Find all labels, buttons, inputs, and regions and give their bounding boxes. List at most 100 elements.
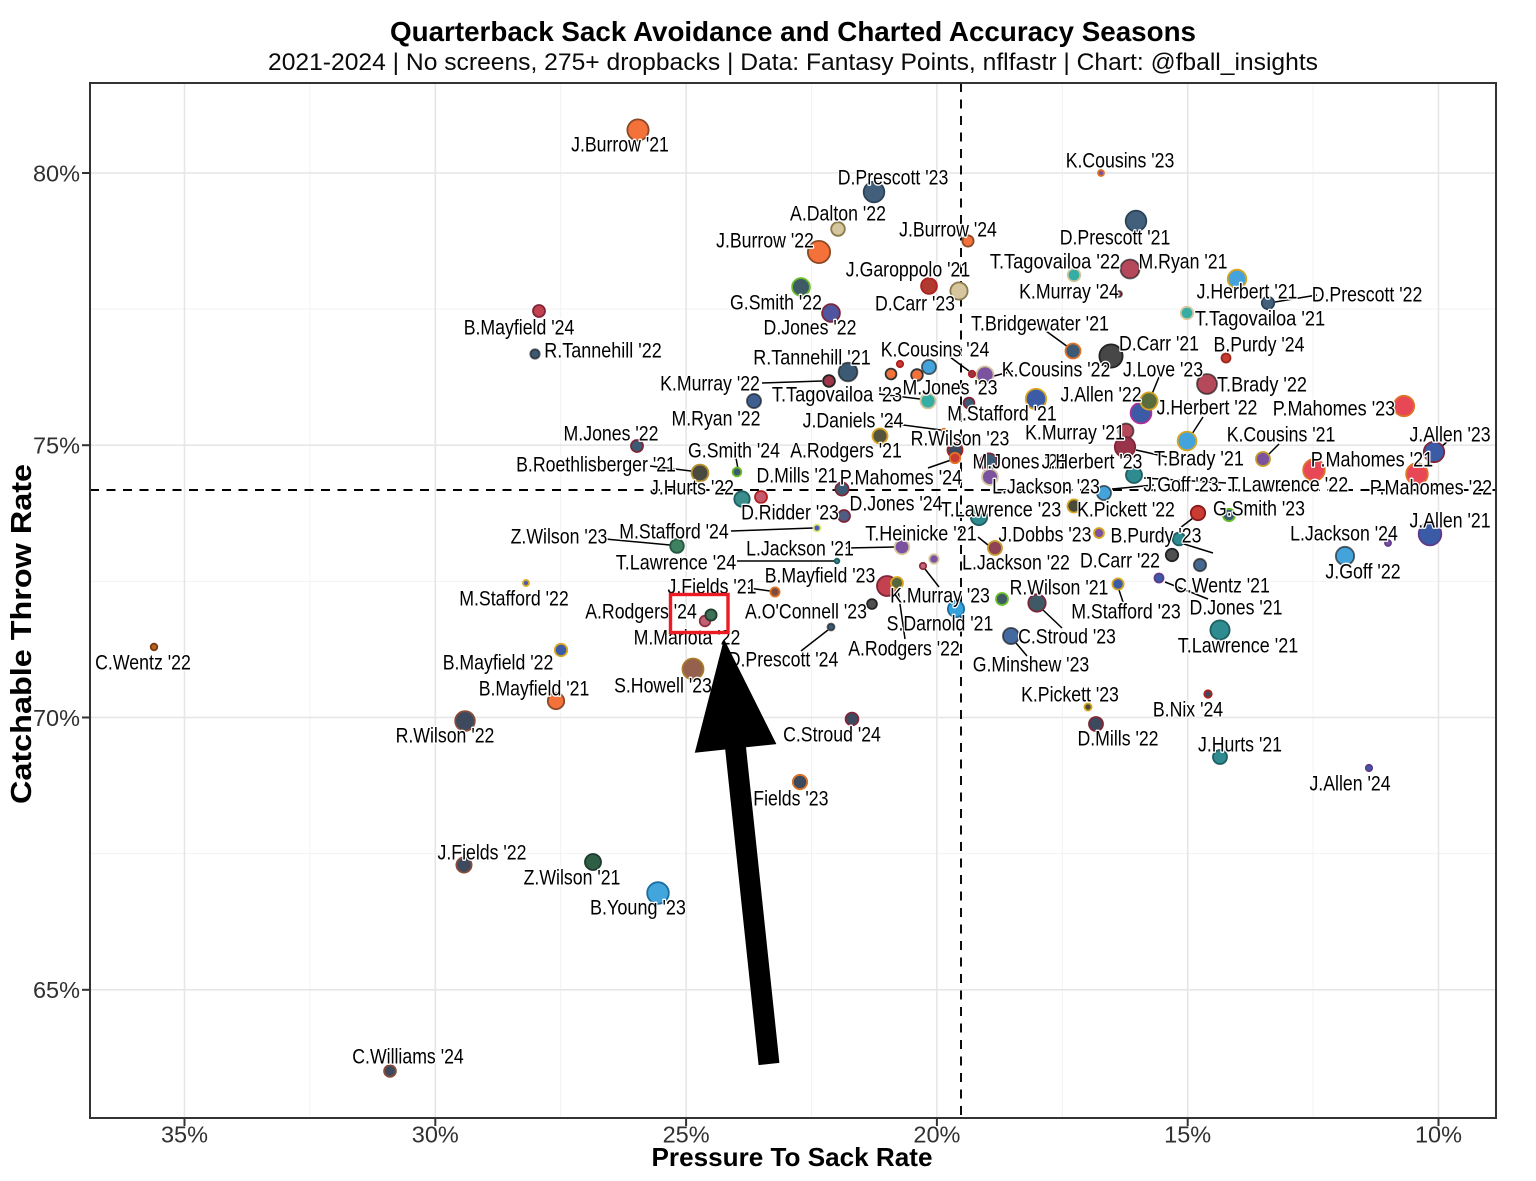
svg-text:J.Herbert '21: J.Herbert '21 — [1197, 280, 1298, 303]
svg-text:B.Purdy '24: B.Purdy '24 — [1214, 333, 1305, 356]
svg-text:J.Burrow '21: J.Burrow '21 — [571, 133, 669, 156]
svg-text:2021-2024 | No screens, 275+ d: 2021-2024 | No screens, 275+ dropbacks |… — [268, 49, 1318, 76]
svg-text:S.Darnold '21: S.Darnold '21 — [887, 612, 994, 635]
svg-text:J.Burrow '24: J.Burrow '24 — [899, 218, 997, 241]
svg-text:J.Dobbs '23: J.Dobbs '23 — [999, 523, 1092, 546]
svg-text:K.Cousins '22: K.Cousins '22 — [1002, 358, 1111, 381]
svg-text:J.Allen '24: J.Allen '24 — [1309, 772, 1390, 795]
svg-text:A.Dalton '22: A.Dalton '22 — [790, 202, 886, 225]
svg-text:T.Lawrence '23: T.Lawrence '23 — [941, 498, 1061, 521]
svg-text:M.Stafford '22: M.Stafford '22 — [459, 587, 569, 610]
svg-text:T.Tagovailoa '21: T.Tagovailoa '21 — [1195, 307, 1325, 330]
svg-text:15%: 15% — [1164, 1122, 1211, 1148]
svg-text:J.Love '23: J.Love '23 — [1123, 358, 1203, 381]
svg-text:Pressure To Sack Rate: Pressure To Sack Rate — [652, 1142, 933, 1172]
svg-text:10%: 10% — [1415, 1122, 1462, 1148]
svg-text:30%: 30% — [412, 1122, 459, 1148]
svg-text:J.Burrow '22: J.Burrow '22 — [716, 229, 814, 252]
svg-text:G.Minshew '23: G.Minshew '23 — [973, 653, 1090, 676]
svg-text:T.Lawrence '24: T.Lawrence '24 — [616, 551, 737, 574]
svg-text:B.Purdy '23: B.Purdy '23 — [1111, 524, 1202, 547]
svg-text:G.Smith '24: G.Smith '24 — [688, 439, 780, 462]
svg-text:C.Williams '24: C.Williams '24 — [352, 1045, 464, 1068]
svg-text:T.Tagovailoa '22: T.Tagovailoa '22 — [990, 250, 1120, 273]
svg-text:65%: 65% — [33, 977, 80, 1003]
svg-text:C.Wentz '21: C.Wentz '21 — [1174, 574, 1270, 597]
svg-text:L.Jackson '23: L.Jackson '23 — [992, 475, 1100, 498]
svg-text:K.Cousins '24: K.Cousins '24 — [881, 338, 990, 361]
svg-text:M.Jones '23: M.Jones '23 — [903, 376, 998, 399]
svg-text:K.Murray '22: K.Murray '22 — [660, 372, 760, 395]
svg-text:P.Mahomes '21: P.Mahomes '21 — [1311, 448, 1433, 471]
svg-text:A.O'Connell '23: A.O'Connell '23 — [745, 600, 867, 623]
svg-text:K.Cousins '21: K.Cousins '21 — [1227, 423, 1336, 446]
svg-text:G.Smith '23: G.Smith '23 — [1213, 497, 1305, 520]
svg-text:D.Carr '23: D.Carr '23 — [875, 292, 955, 315]
svg-text:D.Carr '21: D.Carr '21 — [1119, 332, 1199, 355]
svg-text:J.Goff '23: J.Goff '23 — [1143, 473, 1218, 496]
svg-text:J.Fields '22: J.Fields '22 — [438, 841, 527, 864]
svg-text:J.Allen '21: J.Allen '21 — [1409, 509, 1490, 532]
svg-text:C.Wentz '22: C.Wentz '22 — [95, 651, 191, 674]
svg-text:P.Mahomes '22: P.Mahomes '22 — [1370, 476, 1492, 499]
svg-text:M.Jones '22: M.Jones '22 — [564, 422, 659, 445]
svg-text:B.Mayfield '21: B.Mayfield '21 — [479, 677, 590, 700]
svg-text:C.Stroud '24: C.Stroud '24 — [783, 723, 881, 746]
svg-text:D.Carr '22: D.Carr '22 — [1080, 549, 1160, 572]
svg-text:K.Murray '23: K.Murray '23 — [890, 584, 990, 607]
svg-text:Z.Wilson '21: Z.Wilson '21 — [524, 866, 621, 889]
svg-text:K.Murray '24: K.Murray '24 — [1019, 280, 1119, 303]
svg-text:Quarterback Sack Avoidance and: Quarterback Sack Avoidance and Charted A… — [390, 16, 1196, 47]
svg-text:J.Herbert '23: J.Herbert '23 — [1042, 450, 1143, 473]
svg-text:B.Nix '24: B.Nix '24 — [1153, 698, 1224, 721]
svg-text:J.Herbert '22: J.Herbert '22 — [1157, 396, 1258, 419]
svg-text:K.Pickett '23: K.Pickett '23 — [1021, 683, 1119, 706]
svg-text:B.Roethlisberger '21: B.Roethlisberger '21 — [516, 453, 676, 476]
svg-text:T.Heinicke '21: T.Heinicke '21 — [865, 522, 977, 545]
svg-text:D.Prescott '24: D.Prescott '24 — [728, 648, 839, 671]
svg-text:20%: 20% — [913, 1122, 960, 1148]
svg-text:L.Jackson '22: L.Jackson '22 — [962, 551, 1070, 574]
svg-text:T.Lawrence '21: T.Lawrence '21 — [1178, 634, 1298, 657]
svg-text:T.Bridgewater '21: T.Bridgewater '21 — [971, 312, 1109, 335]
svg-text:D.Prescott '21: D.Prescott '21 — [1060, 226, 1171, 249]
svg-text:70%: 70% — [33, 705, 80, 731]
svg-text:D.Jones '22: D.Jones '22 — [764, 316, 857, 339]
svg-text:D.Prescott '22: D.Prescott '22 — [1312, 283, 1423, 306]
svg-text:D.Ridder '23: D.Ridder '23 — [741, 501, 839, 524]
svg-text:R.Wilson '23: R.Wilson '23 — [911, 427, 1010, 450]
svg-text:D.Jones '24: D.Jones '24 — [850, 492, 943, 515]
svg-text:A.Rodgers '24: A.Rodgers '24 — [585, 600, 697, 623]
svg-text:A.Rodgers '22: A.Rodgers '22 — [848, 637, 960, 660]
svg-text:M.Jones '21: M.Jones '21 — [973, 450, 1068, 473]
svg-text:J.Allen '23: J.Allen '23 — [1409, 423, 1490, 446]
svg-text:J.Hurts '22: J.Hurts '22 — [650, 476, 734, 499]
svg-text:M.Ryan '21: M.Ryan '21 — [1139, 250, 1228, 273]
svg-text:T.Tagovailoa '23: T.Tagovailoa '23 — [772, 383, 902, 406]
svg-text:K.Cousins '23: K.Cousins '23 — [1066, 149, 1175, 172]
svg-text:G.Smith '22: G.Smith '22 — [730, 291, 822, 314]
svg-text:B.Mayfield '23: B.Mayfield '23 — [765, 564, 876, 587]
svg-text:B.Mayfield '24: B.Mayfield '24 — [464, 316, 575, 339]
svg-text:35%: 35% — [161, 1122, 208, 1148]
svg-text:Z.Wilson '23: Z.Wilson '23 — [511, 525, 608, 548]
svg-text:Catchable Throw Rate: Catchable Throw Rate — [6, 464, 38, 804]
svg-text:B.Mayfield '22: B.Mayfield '22 — [443, 651, 554, 674]
svg-text:T.Brady '21: T.Brady '21 — [1154, 447, 1244, 470]
svg-text:T.Brady '22: T.Brady '22 — [1217, 373, 1307, 396]
svg-text:D.Jones '21: D.Jones '21 — [1190, 596, 1283, 619]
svg-text:P.Mahomes '24: P.Mahomes '24 — [840, 466, 963, 489]
svg-text:J.Garoppolo '21: J.Garoppolo '21 — [846, 258, 970, 281]
svg-text:J.Daniels '24: J.Daniels '24 — [803, 409, 904, 432]
svg-text:J.Hurts '21: J.Hurts '21 — [1198, 733, 1282, 756]
svg-text:B.Young '23: B.Young '23 — [590, 896, 686, 919]
svg-text:80%: 80% — [33, 160, 80, 186]
svg-text:J.Goff '22: J.Goff '22 — [1325, 560, 1400, 583]
svg-text:L.Jackson '24: L.Jackson '24 — [1290, 522, 1398, 545]
svg-text:L.Jackson '21: L.Jackson '21 — [746, 537, 854, 560]
svg-text:R.Tannehill '22: R.Tannehill '22 — [544, 339, 662, 362]
svg-text:D.Mills '22: D.Mills '22 — [1077, 727, 1158, 750]
svg-text:R.Wilson '21: R.Wilson '21 — [1010, 576, 1109, 599]
svg-text:75%: 75% — [33, 433, 80, 459]
svg-text:M.Ryan '22: M.Ryan '22 — [672, 407, 761, 430]
